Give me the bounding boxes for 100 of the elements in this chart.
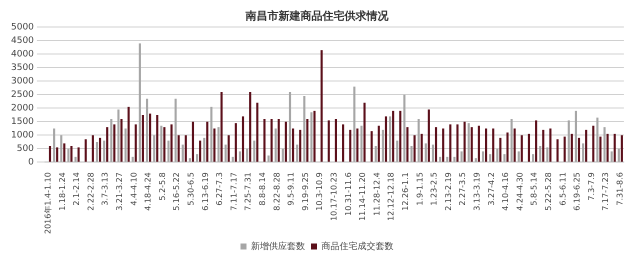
bar <box>542 130 544 162</box>
bar <box>134 124 137 162</box>
bar <box>334 119 338 162</box>
bar <box>374 146 377 162</box>
bar <box>274 128 277 162</box>
x-tick-label: 11.28-12.4 <box>372 172 382 216</box>
bar <box>432 144 434 162</box>
x-tick-label: 4.24-4.30 <box>515 172 524 211</box>
x-tick-label: 4.10-4.16 <box>501 172 510 211</box>
bar <box>414 135 416 162</box>
x-tick-label: 5.16-5.22 <box>172 172 182 211</box>
bar <box>217 127 220 162</box>
bar <box>342 124 344 162</box>
bar <box>514 128 516 162</box>
bar <box>96 142 98 162</box>
bar <box>228 135 230 162</box>
bar <box>206 122 208 162</box>
bar <box>63 143 66 162</box>
y-tick-label: 2000 <box>11 104 34 114</box>
bar <box>564 136 566 162</box>
bar <box>156 114 158 162</box>
x-tick-label: 7.31-8.6 <box>615 172 624 206</box>
bar <box>460 151 463 162</box>
x-tick-label: 8.8-8.14 <box>258 172 268 206</box>
bar <box>603 127 606 162</box>
x-tick-label: 9.5-9.11 <box>286 172 296 206</box>
bar <box>618 148 620 162</box>
bar <box>503 154 506 162</box>
x-tick-label: 2.22-2.28 <box>86 172 96 211</box>
bar <box>182 144 184 162</box>
bar <box>506 132 509 162</box>
y-tick-label: 5000 <box>11 22 34 33</box>
bar <box>53 128 56 162</box>
bar <box>270 119 273 162</box>
bar <box>442 128 444 162</box>
bar <box>199 140 202 162</box>
bar <box>246 148 248 162</box>
bar <box>614 134 616 162</box>
bar <box>556 139 559 162</box>
x-tick-label: 7.25-7.31 <box>244 172 253 211</box>
x-tick-label: 1.23-2.5 <box>430 172 439 206</box>
bar <box>535 120 538 162</box>
bar <box>203 138 206 162</box>
bar <box>582 143 584 162</box>
bar <box>378 126 380 162</box>
y-tick-label: 0 <box>28 158 34 168</box>
bar <box>478 126 480 162</box>
y-tick-label: 4500 <box>11 36 34 46</box>
y-tick-label: 1000 <box>11 130 34 141</box>
bar <box>138 43 141 162</box>
bar <box>106 127 108 162</box>
bar <box>396 140 398 162</box>
bar <box>98 138 102 162</box>
bar <box>528 134 530 162</box>
x-tick-label: 3.27-4.2 <box>486 172 496 206</box>
x-tick-label: 2.1-2.14 <box>72 172 82 206</box>
bar <box>474 158 477 162</box>
bar <box>382 130 384 162</box>
bar <box>249 92 252 162</box>
bar <box>174 98 177 162</box>
y-tick-label: 2500 <box>11 90 34 100</box>
bar <box>124 128 127 162</box>
x-tick-label: 6.19-6.25 <box>572 172 582 211</box>
y-tick-label: 3000 <box>11 76 34 87</box>
x-tick-label: 9.19-9.25 <box>300 172 310 211</box>
bar <box>146 98 148 162</box>
bar <box>532 154 534 162</box>
bar <box>399 110 402 162</box>
x-tick-label: 6.5-6.11 <box>558 172 568 206</box>
bar <box>489 154 492 162</box>
x-tick-label: 1.9-1.15 <box>415 172 424 206</box>
bar <box>178 135 180 162</box>
bar <box>484 128 488 162</box>
bar <box>170 124 173 162</box>
x-tick-label: 2.13-2.19 <box>444 172 453 211</box>
x-tick-label: 2.27-3.5 <box>458 172 468 206</box>
bar <box>568 120 570 162</box>
bar <box>263 119 266 162</box>
bar <box>163 127 166 162</box>
bar <box>103 140 106 162</box>
bar <box>610 151 613 162</box>
bar <box>128 106 130 162</box>
x-tick-label: 12.12-12.18 <box>386 172 396 221</box>
bar <box>499 138 502 162</box>
bar <box>392 110 394 162</box>
bar <box>67 148 70 162</box>
bar <box>213 128 216 162</box>
bar <box>313 110 316 162</box>
bar <box>188 158 191 162</box>
bar <box>406 127 408 162</box>
y-tick-label: 4000 <box>11 50 34 60</box>
x-tick-label: 10.17-10.23 <box>330 172 338 221</box>
bar <box>320 50 323 162</box>
bar <box>518 151 520 162</box>
x-tick-label: 4.4-4.10 <box>129 172 138 206</box>
y-tick-label: 3500 <box>11 63 34 74</box>
x-tick-label: 5.30-6.5 <box>186 172 196 206</box>
bar <box>224 144 227 162</box>
bar <box>418 119 420 162</box>
bar <box>167 140 170 162</box>
